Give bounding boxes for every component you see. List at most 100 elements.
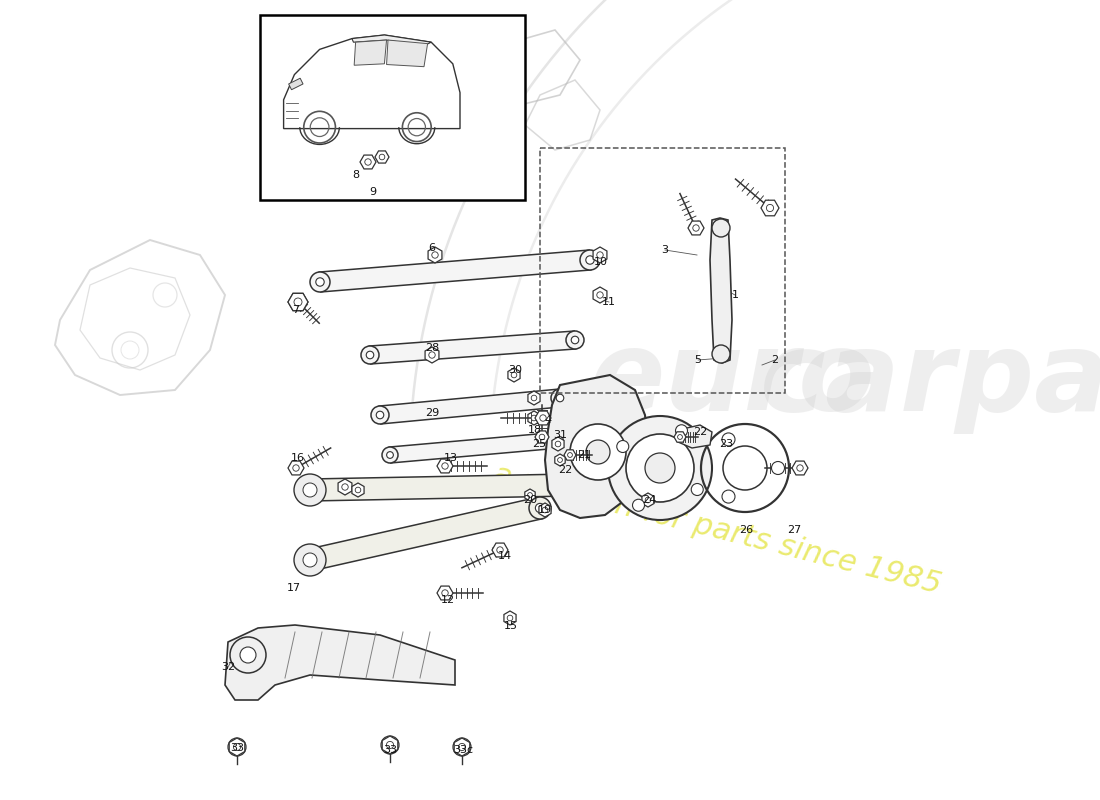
Text: 24: 24 bbox=[642, 495, 656, 505]
Polygon shape bbox=[525, 489, 536, 501]
Polygon shape bbox=[226, 625, 455, 700]
Text: 32: 32 bbox=[221, 662, 235, 672]
Circle shape bbox=[556, 442, 561, 446]
Text: 8: 8 bbox=[352, 170, 360, 180]
Polygon shape bbox=[642, 493, 654, 507]
Circle shape bbox=[342, 484, 349, 490]
Polygon shape bbox=[535, 431, 549, 443]
Circle shape bbox=[551, 389, 569, 407]
Polygon shape bbox=[288, 78, 302, 90]
Circle shape bbox=[626, 434, 694, 502]
Polygon shape bbox=[508, 368, 520, 382]
Polygon shape bbox=[360, 155, 376, 169]
Circle shape bbox=[507, 615, 513, 621]
Circle shape bbox=[294, 474, 326, 506]
Text: 6: 6 bbox=[429, 243, 436, 253]
Polygon shape bbox=[528, 411, 540, 425]
Circle shape bbox=[552, 432, 568, 448]
Text: 22: 22 bbox=[558, 465, 572, 475]
Text: carparts: carparts bbox=[760, 326, 1100, 434]
Text: 31: 31 bbox=[553, 430, 566, 440]
Text: 16: 16 bbox=[292, 453, 305, 463]
Polygon shape bbox=[792, 461, 808, 475]
Circle shape bbox=[299, 479, 321, 501]
Polygon shape bbox=[544, 375, 648, 518]
Text: 33c: 33c bbox=[453, 745, 473, 755]
Text: 20: 20 bbox=[522, 495, 537, 505]
Circle shape bbox=[536, 503, 544, 513]
Circle shape bbox=[302, 483, 317, 497]
Circle shape bbox=[302, 553, 317, 567]
Circle shape bbox=[365, 158, 371, 166]
Polygon shape bbox=[288, 461, 304, 475]
Circle shape bbox=[233, 743, 241, 750]
Text: 5: 5 bbox=[694, 355, 702, 365]
Polygon shape bbox=[593, 287, 607, 303]
Polygon shape bbox=[552, 437, 564, 451]
Circle shape bbox=[540, 414, 547, 421]
Circle shape bbox=[294, 544, 326, 576]
Text: 4: 4 bbox=[544, 415, 551, 425]
Polygon shape bbox=[229, 738, 245, 756]
Circle shape bbox=[557, 394, 564, 402]
Text: euro: euro bbox=[590, 326, 876, 434]
Circle shape bbox=[565, 480, 574, 490]
Circle shape bbox=[432, 252, 438, 258]
Circle shape bbox=[693, 225, 700, 231]
Polygon shape bbox=[564, 450, 576, 460]
Circle shape bbox=[294, 298, 302, 306]
Text: 3: 3 bbox=[661, 245, 669, 255]
Polygon shape bbox=[437, 459, 453, 473]
Circle shape bbox=[539, 434, 544, 440]
Polygon shape bbox=[288, 294, 308, 310]
Circle shape bbox=[722, 490, 735, 503]
Circle shape bbox=[568, 453, 572, 458]
Circle shape bbox=[310, 272, 330, 292]
Circle shape bbox=[240, 647, 256, 663]
Circle shape bbox=[230, 637, 266, 673]
Polygon shape bbox=[354, 40, 386, 66]
Text: 27: 27 bbox=[786, 525, 801, 535]
Circle shape bbox=[557, 437, 563, 443]
Bar bbox=[540, 148, 785, 393]
Circle shape bbox=[299, 549, 321, 571]
Circle shape bbox=[571, 336, 579, 344]
Polygon shape bbox=[504, 611, 516, 625]
Polygon shape bbox=[352, 35, 431, 46]
Polygon shape bbox=[454, 738, 470, 756]
Circle shape bbox=[453, 738, 471, 756]
Text: 28: 28 bbox=[425, 343, 439, 353]
Circle shape bbox=[386, 452, 394, 458]
Circle shape bbox=[617, 441, 629, 453]
Polygon shape bbox=[688, 221, 704, 235]
Circle shape bbox=[570, 424, 626, 480]
Circle shape bbox=[580, 250, 600, 270]
Text: 13: 13 bbox=[444, 453, 458, 463]
Text: 29: 29 bbox=[425, 408, 439, 418]
Circle shape bbox=[566, 331, 584, 349]
Text: 2: 2 bbox=[771, 355, 779, 365]
Text: 14: 14 bbox=[498, 551, 513, 561]
Bar bbox=[260, 15, 525, 200]
Circle shape bbox=[632, 499, 645, 511]
Circle shape bbox=[512, 372, 517, 378]
Text: 21: 21 bbox=[576, 450, 591, 460]
Circle shape bbox=[294, 298, 302, 306]
Text: 19: 19 bbox=[538, 505, 552, 515]
Polygon shape bbox=[539, 503, 551, 517]
Circle shape bbox=[386, 742, 394, 749]
Circle shape bbox=[497, 547, 503, 554]
Circle shape bbox=[645, 453, 675, 483]
Text: 9: 9 bbox=[370, 187, 376, 197]
Circle shape bbox=[542, 507, 548, 513]
Circle shape bbox=[586, 440, 611, 464]
Circle shape bbox=[379, 154, 385, 160]
Circle shape bbox=[442, 462, 448, 469]
Text: 26: 26 bbox=[739, 525, 754, 535]
Circle shape bbox=[316, 278, 324, 286]
Circle shape bbox=[586, 256, 594, 264]
Polygon shape bbox=[428, 247, 442, 263]
Circle shape bbox=[678, 434, 682, 439]
Text: 17: 17 bbox=[287, 583, 301, 593]
Circle shape bbox=[531, 395, 537, 401]
